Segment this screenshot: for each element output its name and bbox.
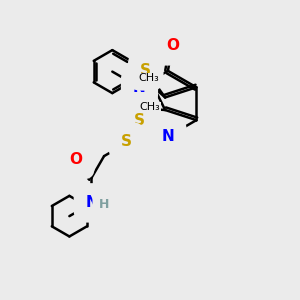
Text: CH₃: CH₃	[138, 73, 159, 83]
Text: O: O	[70, 152, 83, 167]
Text: N: N	[133, 80, 146, 95]
Text: S: S	[134, 112, 145, 128]
Text: N: N	[86, 195, 99, 210]
Text: S: S	[121, 134, 132, 149]
Text: O: O	[166, 38, 179, 53]
Text: H: H	[99, 198, 109, 211]
Text: S: S	[140, 63, 151, 78]
Text: N: N	[161, 129, 174, 144]
Text: CH₃: CH₃	[140, 102, 160, 112]
